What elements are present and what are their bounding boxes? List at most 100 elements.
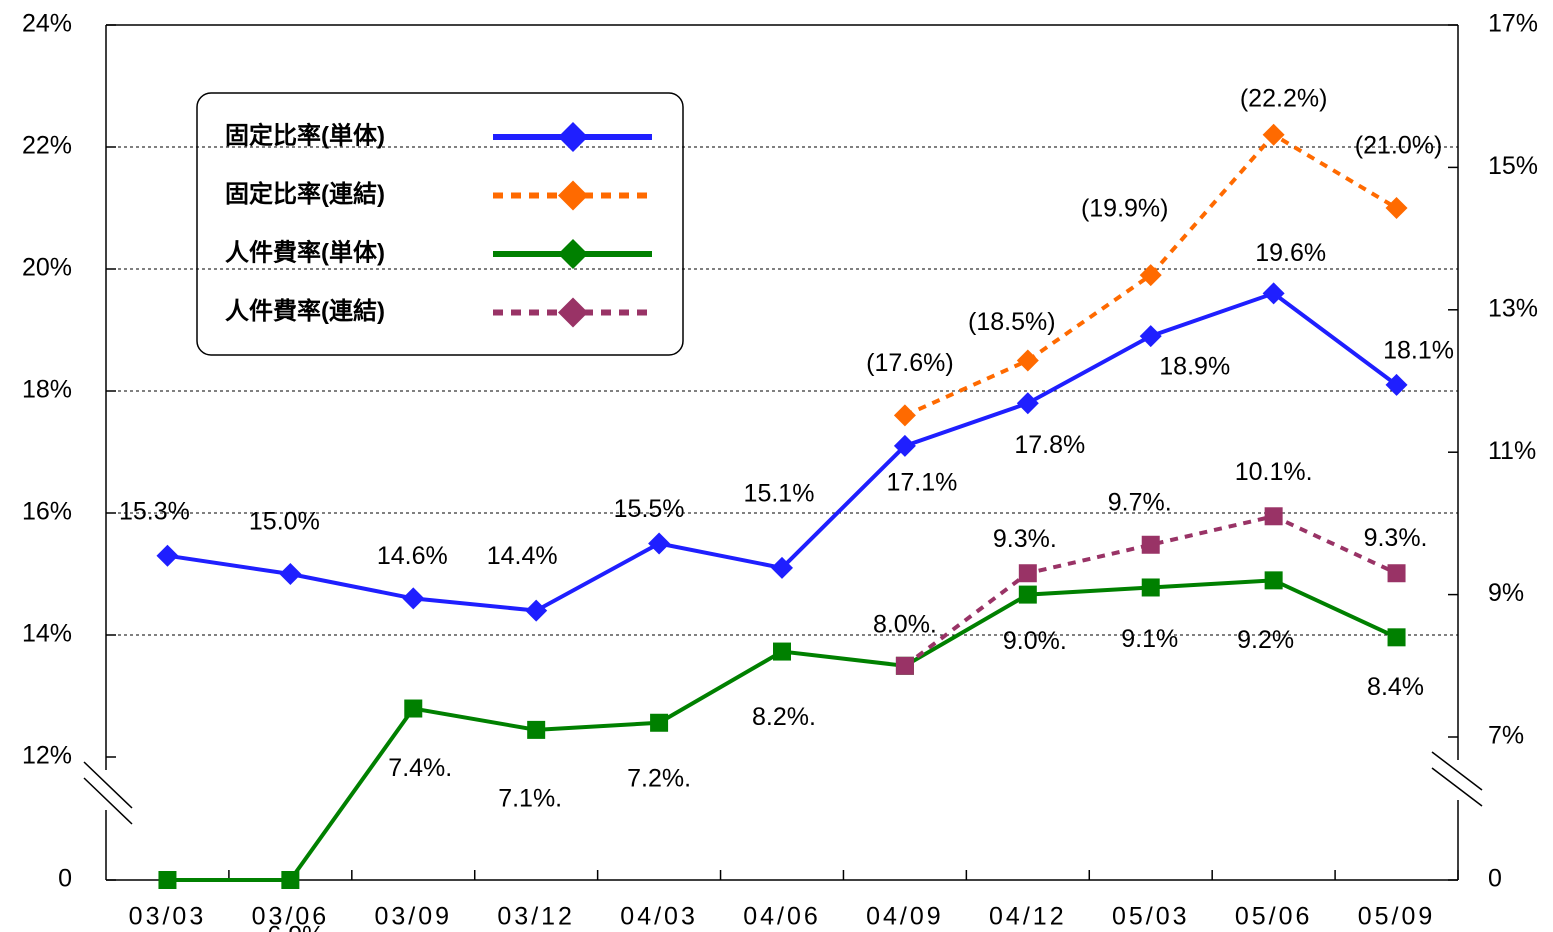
data-label: 19.6% <box>1255 239 1326 267</box>
y2-tick-label: 11% <box>1488 437 1536 465</box>
data-point <box>1018 564 1037 583</box>
data-point <box>773 642 791 661</box>
data-label: 17.8% <box>1014 431 1085 459</box>
y2-tick-label: 7% <box>1488 722 1524 750</box>
x-tick-label: 04/06 <box>743 903 821 931</box>
data-label: 7.4%. <box>388 754 452 782</box>
x-tick-label: 04/03 <box>620 903 698 931</box>
data-point <box>1262 282 1285 305</box>
legend-label: 人件費率(連結) <box>225 297 385 325</box>
data-label: (18.5%) <box>968 308 1056 336</box>
data-label: 7.2%. <box>627 764 691 792</box>
legend-marker <box>558 297 588 328</box>
x-tick-label: 04/09 <box>866 903 944 931</box>
data-point <box>279 563 302 585</box>
data-label: 15.3% <box>119 497 190 525</box>
x-tick-label: 05/09 <box>1358 903 1436 931</box>
legend-label: 人件費率(単体) <box>225 238 385 266</box>
data-label: 15.0% <box>249 508 320 536</box>
series-line <box>903 514 1398 668</box>
data-point <box>1016 349 1039 372</box>
y2-tick-label: 9% <box>1488 579 1524 607</box>
legend-marker <box>558 239 588 269</box>
data-point <box>281 871 300 889</box>
data-label: 6.8% <box>146 930 203 932</box>
legend-box <box>196 92 684 356</box>
y-tick-label: 16% <box>22 498 72 526</box>
data-point <box>771 556 793 579</box>
data-point <box>527 720 546 739</box>
y2-tick-label: 17% <box>1488 10 1538 38</box>
y-tick-label: 18% <box>22 376 72 404</box>
data-point <box>895 656 914 675</box>
data-label: (17.6%) <box>866 349 954 377</box>
data-point <box>1264 571 1283 590</box>
data-point <box>404 699 423 718</box>
data-label: 14.6% <box>377 542 448 570</box>
y-tick-label: 24% <box>22 10 72 38</box>
data-label: 15.1% <box>744 480 815 508</box>
x-tick-label: 03/03 <box>129 903 207 931</box>
data-label: (19.9%) <box>1081 195 1169 223</box>
legend-label: 固定比率(単体) <box>225 121 385 149</box>
data-point <box>650 713 669 732</box>
data-point <box>156 544 179 567</box>
legend-label: 固定比率(連結) <box>225 180 385 208</box>
data-label: 9.7%. <box>1108 488 1172 516</box>
data-label: 8.4% <box>1367 673 1424 701</box>
data-point <box>1018 585 1037 604</box>
data-label: 6.9%. <box>267 922 331 932</box>
y2-tick-label: 0 <box>1488 865 1502 893</box>
data-point <box>1387 628 1406 647</box>
x-tick-label: 03/06 <box>252 903 330 931</box>
data-label: 9.3%. <box>1364 524 1428 552</box>
y2-tick-label: 13% <box>1488 294 1538 322</box>
data-label: 9.2% <box>1237 626 1294 654</box>
y-tick-label: 22% <box>22 132 72 160</box>
data-point <box>402 587 425 610</box>
data-label: (22.2%) <box>1240 84 1328 112</box>
y2-tick-label: 15% <box>1488 152 1538 180</box>
legend-marker <box>558 122 588 152</box>
data-point <box>1385 373 1408 396</box>
data-label: 14.4% <box>487 542 558 570</box>
data-label: 8.2%. <box>752 703 816 731</box>
legend-marker <box>558 180 588 211</box>
data-label: 10.1%. <box>1235 458 1313 486</box>
data-point <box>158 871 177 889</box>
data-point <box>525 599 548 622</box>
data-label: 9.0%. <box>1003 627 1067 655</box>
y-tick-label: 14% <box>22 620 72 648</box>
x-tick-label: 05/06 <box>1235 903 1313 931</box>
x-tick-label: 05/03 <box>1112 903 1190 931</box>
data-label: 8.0%. <box>873 610 937 638</box>
x-tick-label: 04/12 <box>989 903 1067 931</box>
data-point <box>1264 507 1283 526</box>
y-tick-label: 12% <box>22 742 72 770</box>
data-point <box>1139 325 1162 348</box>
data-label: 18.1% <box>1383 337 1454 365</box>
data-point <box>1385 197 1408 219</box>
data-point <box>893 404 916 427</box>
y-tick-label: 20% <box>22 254 72 282</box>
data-point <box>1139 264 1162 287</box>
data-label: (21.0%) <box>1355 132 1443 160</box>
data-point <box>1016 392 1039 415</box>
data-label: 9.3%. <box>993 525 1057 553</box>
x-tick-label: 03/12 <box>497 903 575 931</box>
data-point <box>1141 535 1160 554</box>
data-point <box>1387 564 1406 583</box>
data-label: 7.1%. <box>498 784 562 812</box>
y-tick-label: 0 <box>58 865 72 893</box>
data-point <box>893 434 916 457</box>
axis-break <box>83 751 1483 825</box>
data-label: 18.9% <box>1159 353 1230 381</box>
x-tick-label: 03/09 <box>374 903 452 931</box>
data-label: 9.1% <box>1121 625 1178 653</box>
data-point <box>1262 123 1285 146</box>
data-point <box>648 532 671 555</box>
data-label: 15.5% <box>614 495 685 523</box>
data-point <box>1141 578 1160 597</box>
data-label: 17.1% <box>886 469 957 497</box>
